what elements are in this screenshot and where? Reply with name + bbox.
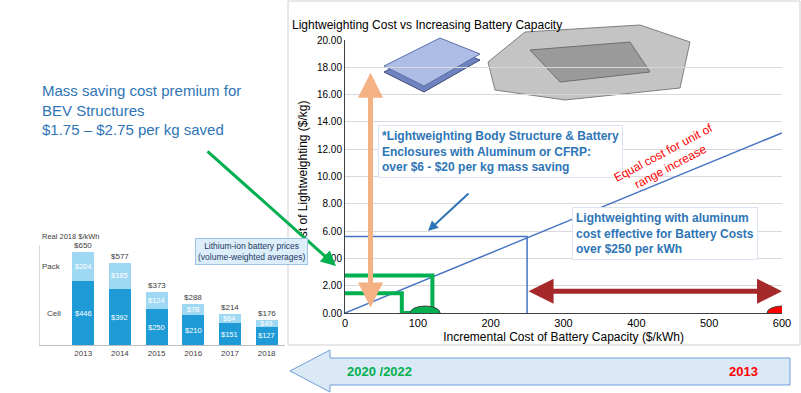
svg-text:14.00: 14.00: [317, 116, 342, 127]
svg-text:Cell: Cell: [47, 309, 61, 318]
svg-text:$176: $176: [258, 309, 276, 318]
svg-text:16.00: 16.00: [317, 89, 342, 100]
svg-text:2018: 2018: [258, 349, 276, 358]
svg-text:$288: $288: [184, 293, 202, 302]
svg-text:18.00: 18.00: [317, 62, 342, 73]
svg-text:10.00: 10.00: [317, 171, 342, 182]
svg-text:Real 2018 $/kWh: Real 2018 $/kWh: [42, 232, 100, 241]
svg-text:$124: $124: [148, 296, 165, 305]
svg-text:$577: $577: [111, 252, 129, 261]
svg-text:$127: $127: [258, 331, 275, 340]
svg-text:500: 500: [700, 317, 718, 329]
svg-text:Cost of Lightweighting ($/kg): Cost of Lightweighting ($/kg): [296, 100, 310, 252]
svg-text:200: 200: [481, 317, 499, 329]
svg-text:$151: $151: [221, 330, 238, 339]
svg-text:$650: $650: [74, 241, 92, 250]
svg-text:8.00: 8.00: [323, 198, 343, 209]
svg-text:$214: $214: [221, 303, 239, 312]
svg-text:$78: $78: [187, 305, 200, 314]
svg-text:$49: $49: [260, 319, 273, 328]
svg-text:Pack: Pack: [42, 262, 61, 271]
svg-text:2.00: 2.00: [323, 280, 343, 291]
svg-text:Incremental Cost of Battery Ca: Incremental Cost of Battery Capacity ($/…: [443, 330, 684, 344]
svg-text:Lightweighting Cost vs Increas: Lightweighting Cost vs Increasing Batter…: [292, 18, 562, 32]
svg-text:0.00: 0.00: [323, 308, 343, 319]
svg-text:$204: $204: [75, 262, 92, 271]
svg-text:$373: $373: [148, 281, 166, 290]
svg-text:2015: 2015: [148, 349, 166, 358]
svg-text:$446: $446: [75, 309, 92, 318]
svg-text:2013: 2013: [729, 364, 758, 379]
svg-text:6.00: 6.00: [323, 226, 343, 237]
svg-text:600: 600: [773, 317, 791, 329]
svg-text:$210: $210: [185, 326, 202, 335]
svg-text:2016: 2016: [184, 349, 202, 358]
svg-text:300: 300: [554, 317, 572, 329]
svg-text:2020 /2022: 2020 /2022: [347, 364, 412, 379]
svg-text:100: 100: [409, 317, 427, 329]
svg-text:$64: $64: [223, 314, 236, 323]
svg-text:12.00: 12.00: [317, 144, 342, 155]
svg-text:0: 0: [342, 317, 348, 329]
svg-text:*Lightweighting Body Structure: *Lightweighting Body Structure & Battery…: [382, 129, 619, 174]
svg-text:2013: 2013: [74, 349, 92, 358]
svg-text:$250: $250: [148, 323, 165, 332]
svg-text:Lithium-ion battery prices(vol: Lithium-ion battery prices(volume-weight…: [198, 241, 305, 262]
svg-text:400: 400: [627, 317, 645, 329]
svg-text:2014: 2014: [111, 349, 129, 358]
svg-text:Lightweighting with aluminumco: Lightweighting with aluminumcost effecti…: [576, 211, 754, 256]
svg-text:20.00: 20.00: [317, 35, 342, 46]
svg-text:2017: 2017: [221, 349, 239, 358]
svg-text:4.00: 4.00: [323, 253, 343, 264]
svg-text:Mass saving cost premium forBE: Mass saving cost premium forBEV Structur…: [42, 82, 241, 138]
svg-text:Equal cost for unit ofrange in: Equal cost for unit ofrange increase: [611, 121, 722, 199]
svg-text:$185: $185: [111, 271, 128, 280]
svg-text:$392: $392: [111, 313, 128, 322]
